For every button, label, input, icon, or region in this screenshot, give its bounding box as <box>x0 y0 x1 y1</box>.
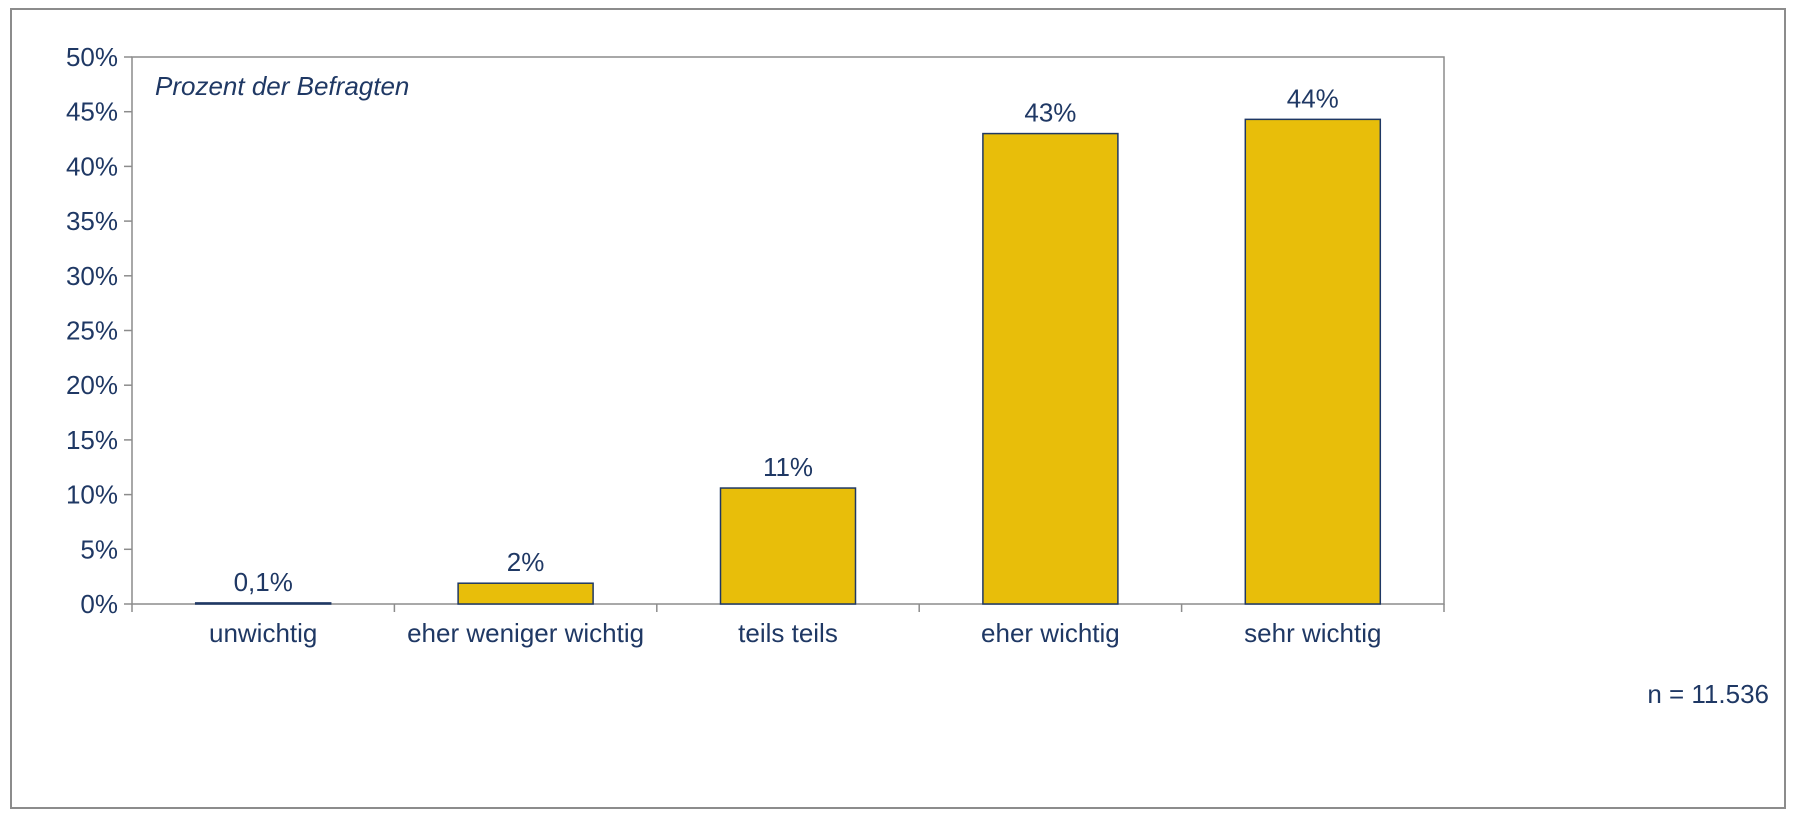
y-tick-label: 45% <box>66 97 118 127</box>
bar-data-label: 43% <box>1024 98 1076 128</box>
x-category-label: eher wichtig <box>981 618 1120 648</box>
bar-data-label: 0,1% <box>234 567 293 597</box>
chart-subtitle: Prozent der Befragten <box>155 71 409 101</box>
x-category-label: unwichtig <box>209 618 317 648</box>
bar-data-label: 2% <box>507 547 545 577</box>
y-tick-label: 10% <box>66 480 118 510</box>
bar <box>982 132 1119 605</box>
x-category-label: teils teils <box>738 618 838 648</box>
y-tick-label: 0% <box>80 589 118 619</box>
y-tick-label: 30% <box>66 261 118 291</box>
chart-frame: 0% 5% 10% 15% 20% 25% 30% 35% 40% 45% 50% unwichti… <box>10 8 1786 809</box>
bars <box>194 118 1382 605</box>
data-labels: 0,1% 2% 11% 43% 44% <box>234 83 1339 597</box>
bar <box>1244 118 1382 605</box>
y-tick-label: 40% <box>66 151 118 181</box>
bar <box>194 602 332 605</box>
x-axis: unwichtig eher weniger wichtig teils teils… <box>131 604 1445 648</box>
bar-data-label: 44% <box>1287 83 1339 113</box>
sample-size-note: n = 11.536 <box>1647 679 1769 709</box>
x-category-label: eher weniger wichtig <box>407 618 644 648</box>
x-category-label: sehr wichtig <box>1244 618 1381 648</box>
y-tick-label: 20% <box>66 370 118 400</box>
y-tick-label: 5% <box>80 534 118 564</box>
y-axis: 0% 5% 10% 15% 20% 25% 30% 35% 40% 45% 50% <box>66 42 132 619</box>
bar-data-label: 11% <box>763 452 813 482</box>
y-tick-label: 25% <box>66 316 118 346</box>
bar <box>457 582 594 605</box>
y-tick-label: 15% <box>66 425 118 455</box>
bar <box>719 487 857 605</box>
y-tick-label: 35% <box>66 206 118 236</box>
y-tick-label: 50% <box>66 42 118 72</box>
bar-chart: 0% 5% 10% 15% 20% 25% 30% 35% 40% 45% 50% unwichti… <box>66 42 1769 709</box>
